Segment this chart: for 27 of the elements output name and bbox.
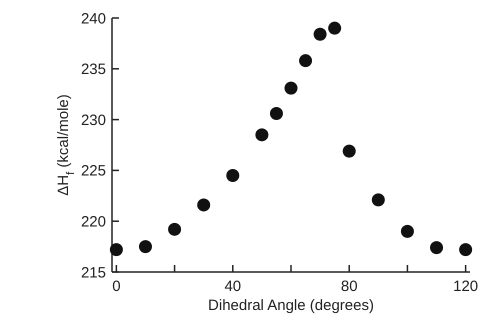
point [459,243,472,256]
y-tick-label: 235 [80,61,106,78]
x-tick-label: 40 [224,278,242,295]
x-tick-label: 80 [340,278,358,295]
point [372,193,385,206]
point [226,168,240,182]
point [138,240,152,254]
x-tick-label: 120 [453,278,478,295]
point [400,224,414,238]
y-tick-label: 215 [80,264,106,282]
y-tick-label: 230 [80,112,106,129]
point [270,107,283,120]
y-tick-label: 240 [80,10,106,28]
point [328,22,342,35]
point [110,243,123,256]
point [255,128,268,142]
x-axis-title: Dihedral Angle (degrees) [208,297,374,314]
point [299,54,312,68]
point [284,82,298,95]
point [430,241,444,254]
y-tick-label: 220 [80,213,106,230]
x-tick-label: 0 [112,278,121,295]
y-tick-label: 225 [80,162,106,180]
point [314,28,327,41]
point [197,198,210,212]
point [168,222,182,236]
point [342,144,356,158]
